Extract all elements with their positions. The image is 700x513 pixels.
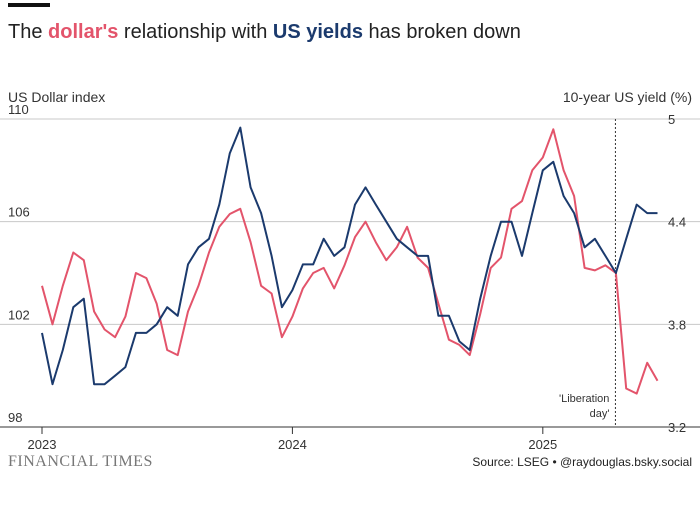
x-tick-label: 2023 (28, 437, 57, 452)
y-tick-label: 106 (8, 205, 30, 220)
y-tick-label: 110 (8, 102, 29, 117)
chart-title: The dollar's relationship with US yields… (8, 21, 521, 43)
y2-axis-label: 10-year US yield (%) (563, 89, 692, 105)
title-bar (8, 3, 50, 7)
y2-tick-label: 4.4 (668, 215, 686, 230)
brand: FINANCIAL TIMES (8, 453, 153, 470)
y-axis-label: US Dollar index (8, 89, 105, 105)
y2-tick-label: 5 (668, 112, 675, 127)
annotation-text: day' (590, 408, 610, 420)
title-segment: has broken down (363, 21, 521, 43)
annotation-text: 'Liberation (559, 393, 609, 405)
title-segment: The (8, 21, 48, 43)
y-tick-label: 98 (8, 410, 22, 425)
y-tick-label: 102 (8, 307, 30, 322)
series-line (41, 128, 659, 395)
series-line (41, 126, 658, 386)
source: Source: LSEG • @raydouglas.bsky.social (472, 455, 692, 469)
title-segment: dollar's (48, 21, 118, 43)
title-segment: relationship with (118, 21, 273, 43)
title-segment: US yields (273, 21, 363, 43)
x-tick-label: 2024 (278, 437, 307, 452)
y2-tick-label: 3.8 (668, 317, 686, 332)
x-tick-label: 2025 (528, 437, 557, 452)
